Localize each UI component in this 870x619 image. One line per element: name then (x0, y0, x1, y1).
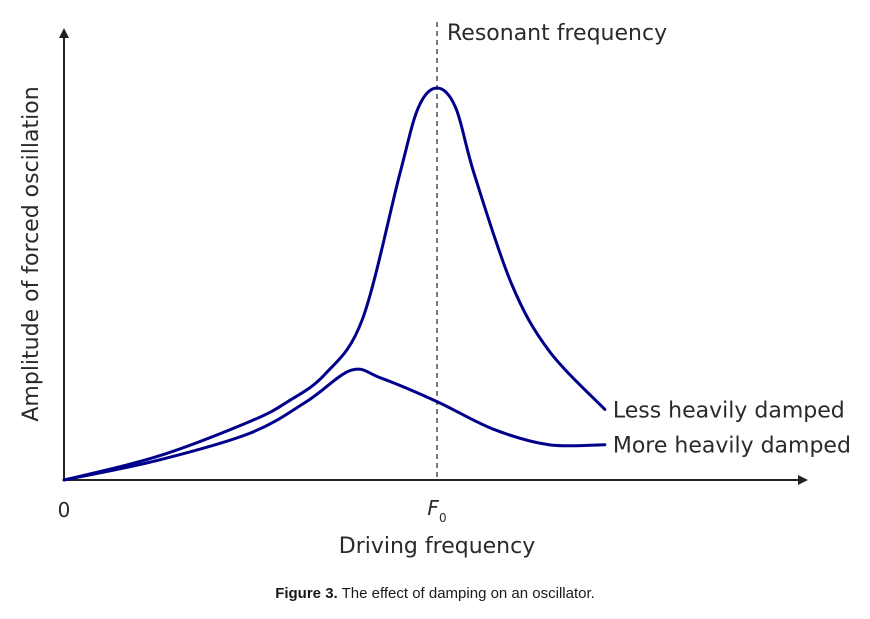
figure-caption: Figure 3. The effect of damping on an os… (0, 585, 870, 602)
y-axis-label: Amplitude of forced oscillation (19, 86, 44, 421)
series-layer: Less heavily damped More heavily damped (62, 86, 851, 482)
resonance-label: Resonant frequency (447, 21, 667, 46)
resonance-tick-label: F0 (427, 496, 446, 525)
series-line-more-damped (62, 367, 607, 482)
series-line-less-damped (62, 86, 607, 482)
damping-chart: Less heavily damped More heavily damped R… (19, 21, 851, 559)
resonance-tick-main: F (427, 496, 439, 520)
resonance-tick-sub: 0 (439, 511, 447, 525)
x-axis-label: Driving frequency (339, 534, 535, 559)
series-label-more-damped: More heavily damped (613, 434, 851, 459)
series-label-less-damped: Less heavily damped (613, 398, 845, 423)
caption-text: The effect of damping on an oscillator. (337, 585, 595, 602)
caption-label: Figure 3. (275, 585, 338, 602)
x-origin-label: 0 (58, 498, 71, 522)
